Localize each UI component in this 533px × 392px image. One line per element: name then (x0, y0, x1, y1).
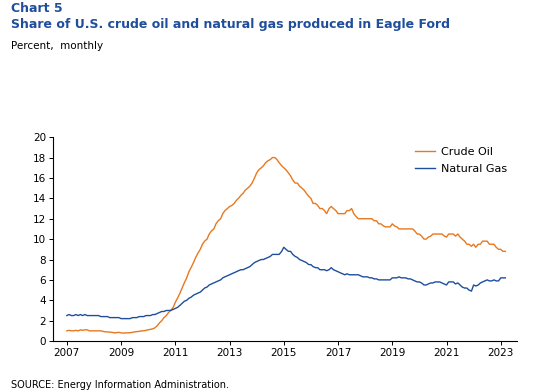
Natural Gas (299, 258, 305, 263)
Text: SOURCE: Energy Information Administration.: SOURCE: Energy Information Administratio… (11, 380, 229, 390)
Line: Natural Gas: Natural Gas (67, 247, 505, 319)
Crude Oil (443, 235, 450, 240)
Natural Gas (88, 313, 95, 318)
Text: Percent,  monthly: Percent, monthly (11, 41, 103, 51)
Line: Crude Oil: Crude Oil (67, 158, 505, 333)
Crude Oil (269, 155, 276, 160)
Natural Gas (183, 298, 190, 303)
Natural Gas (118, 316, 124, 321)
Crude Oil (459, 237, 465, 241)
Text: Share of U.S. crude oil and natural gas produced in Eagle Ford: Share of U.S. crude oil and natural gas … (11, 18, 450, 31)
Crude Oil (183, 276, 190, 280)
Crude Oil (120, 331, 126, 336)
Crude Oil (88, 328, 95, 333)
Crude Oil (502, 249, 508, 254)
Crude Oil (63, 328, 70, 333)
Natural Gas (280, 245, 287, 250)
Crude Oil (414, 232, 421, 236)
Natural Gas (63, 313, 70, 318)
Legend: Crude Oil, Natural Gas: Crude Oil, Natural Gas (411, 143, 512, 178)
Natural Gas (443, 283, 450, 287)
Natural Gas (502, 276, 508, 280)
Crude Oil (299, 186, 305, 191)
Natural Gas (459, 285, 465, 289)
Text: Chart 5: Chart 5 (11, 2, 62, 15)
Natural Gas (414, 279, 421, 284)
